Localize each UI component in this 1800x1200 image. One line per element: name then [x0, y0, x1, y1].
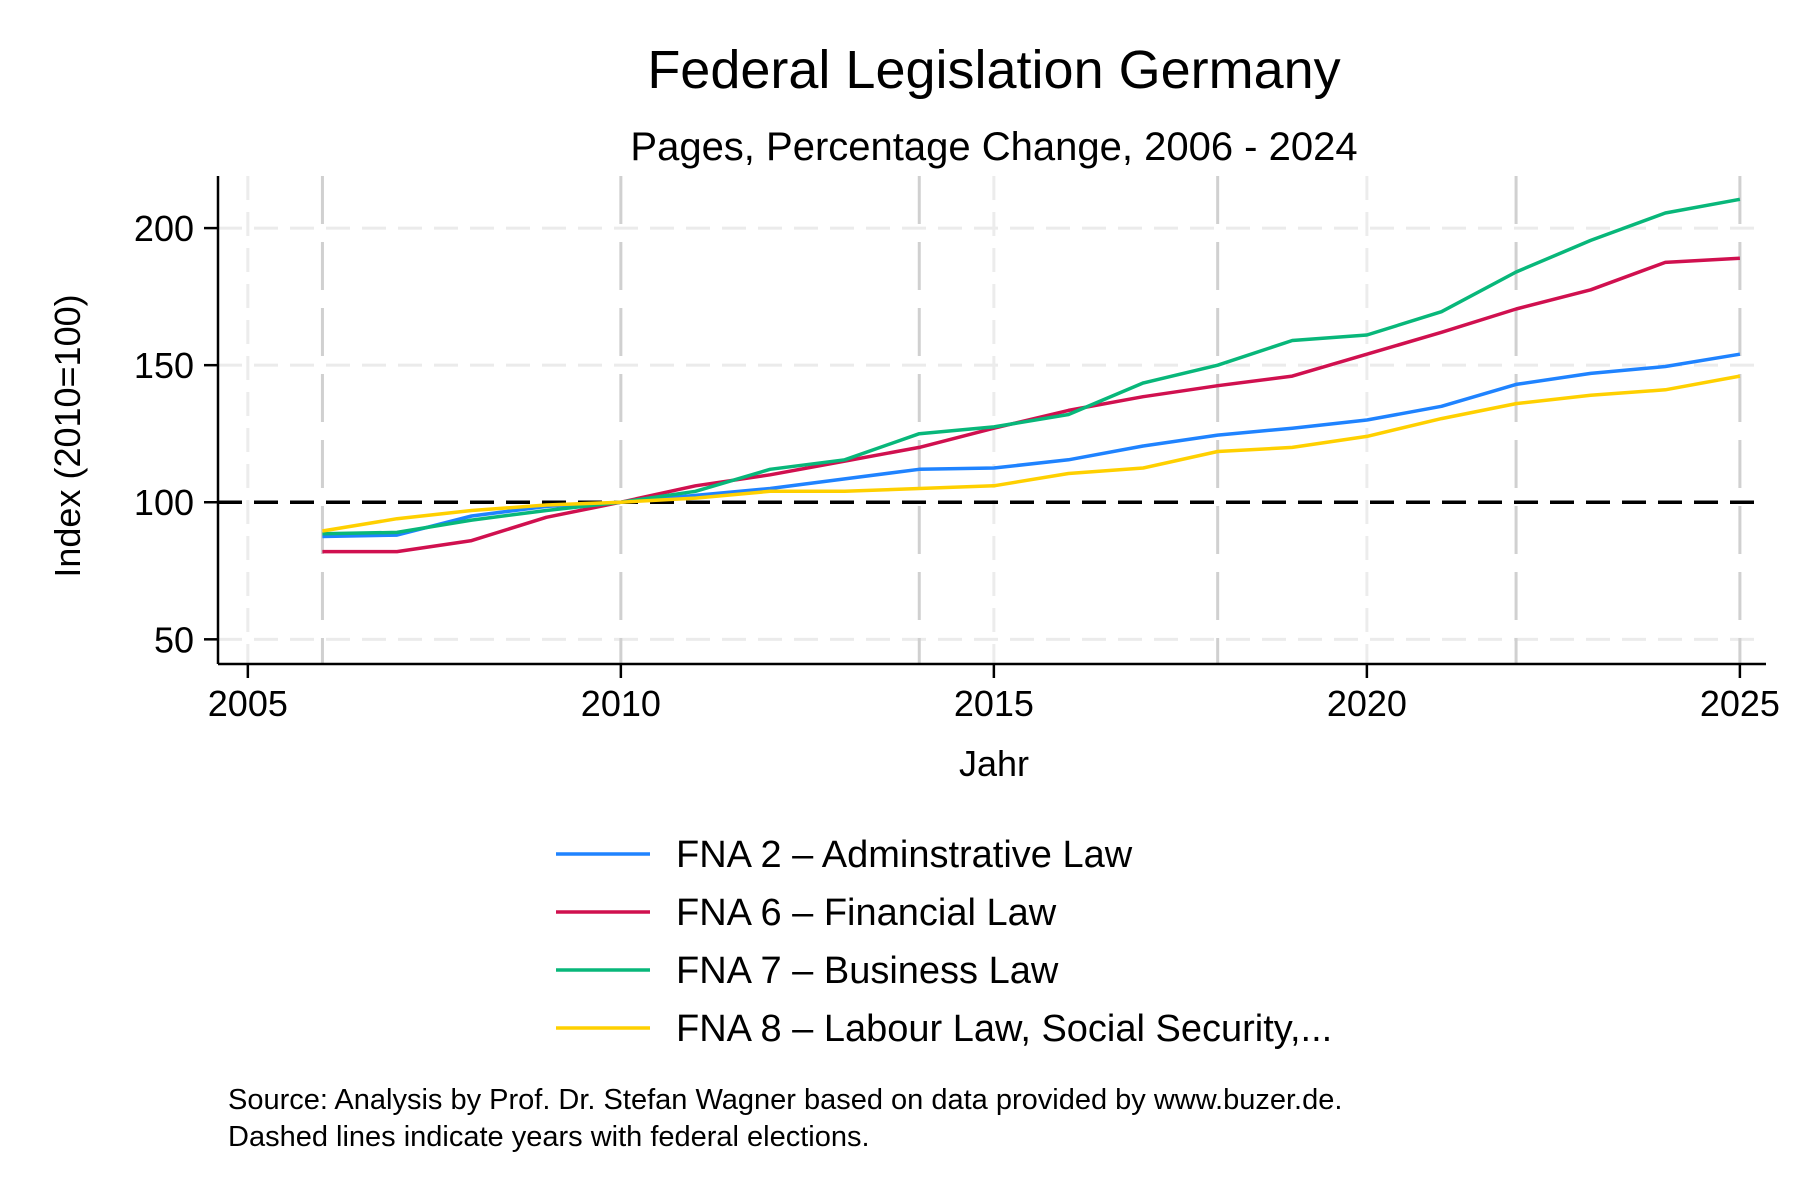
source-note: Source: Analysis by Prof. Dr. Stefan Wag…: [228, 1084, 1342, 1116]
elections-note: Dashed lines indicate years with federal…: [228, 1121, 870, 1153]
series-line-1: [322, 352, 1741, 539]
legend-label-2: FNA 6 – Financial Law: [676, 892, 1057, 934]
axes: 50 100 150 200 2005 2010 2015 2020 2025: [134, 176, 1780, 724]
y-tick-label: 100: [134, 482, 194, 523]
grid: [218, 176, 1766, 664]
legend-label-4: FNA 8 – Labour Law, Social Security,...: [676, 1008, 1332, 1050]
legend-label-1: FNA 2 – Adminstrative Law: [676, 834, 1133, 876]
y-axis-title: Index (2010=100): [47, 294, 88, 577]
x-tick-label: 2005: [208, 683, 288, 724]
x-tick-label: 2020: [1327, 683, 1407, 724]
series-layer: [322, 197, 1741, 554]
y-tick-label: 150: [134, 345, 194, 386]
x-tick-label: 2015: [954, 683, 1034, 724]
x-axis-title: Jahr: [959, 743, 1029, 784]
x-tick-label: 2025: [1700, 683, 1780, 724]
legend: FNA 2 – Adminstrative Law FNA 6 – Financi…: [556, 834, 1332, 1050]
x-tick-label: 2010: [581, 683, 661, 724]
y-tick-label: 200: [134, 208, 194, 249]
y-tick-label: 50: [154, 619, 194, 660]
series-line-3: [322, 197, 1741, 536]
chart-subtitle: Pages, Percentage Change, 2006 - 2024: [630, 125, 1357, 169]
legend-label-3: FNA 7 – Business Law: [676, 950, 1059, 992]
chart-title: Federal Legislation Germany: [647, 40, 1340, 100]
series-line-4: [322, 374, 1741, 533]
